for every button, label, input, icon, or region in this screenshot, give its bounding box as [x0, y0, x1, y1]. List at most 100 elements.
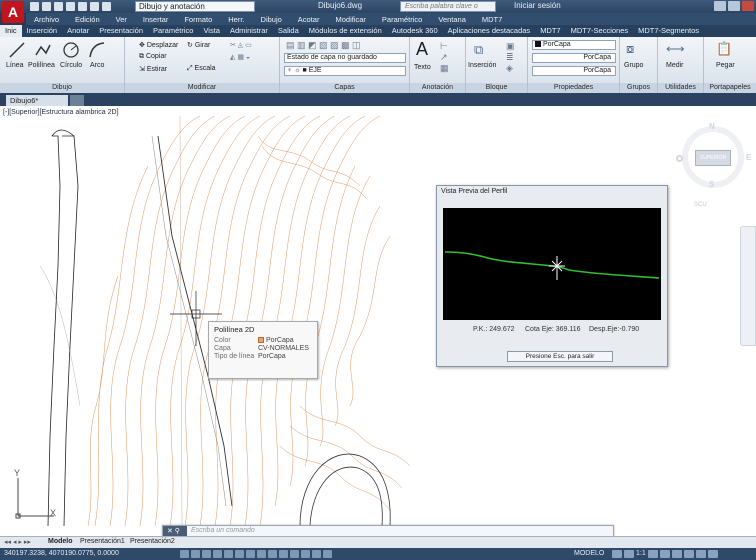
maximize-icon[interactable]	[728, 1, 740, 11]
isolate-icon[interactable]	[695, 550, 706, 558]
otrack-icon[interactable]	[246, 550, 255, 558]
tab-inicio[interactable]: Inic	[0, 25, 22, 37]
rotate-button[interactable]: ↻ Girar	[187, 42, 211, 49]
menu-ver[interactable]: Ver	[115, 14, 127, 24]
circle-button[interactable]: Círculo	[60, 62, 83, 69]
quickprops-icon[interactable]	[301, 550, 310, 558]
profile-preview-window[interactable]: Vista Previa del Perfil P.K.: 249.672 Co…	[436, 185, 668, 367]
insert-button[interactable]: Inserción	[468, 62, 497, 69]
polyline-button[interactable]: Polilínea	[28, 62, 55, 69]
lineweight-icon[interactable]	[279, 550, 288, 558]
measure-icon[interactable]: ⟷	[666, 41, 685, 56]
exit-hint-button[interactable]: Presione Esc. para salir	[507, 351, 613, 362]
line-icon[interactable]	[8, 41, 26, 59]
viewcube-face[interactable]: SUPERIOR	[695, 150, 731, 166]
osnap-icon[interactable]	[224, 550, 233, 558]
lineweight-dropdown[interactable]: PorCapa	[532, 66, 616, 76]
dyn-icon[interactable]	[268, 550, 277, 558]
viewcube-home-icon[interactable]	[676, 155, 683, 162]
close-icon[interactable]	[742, 1, 754, 11]
selection-cycling-icon[interactable]	[312, 550, 321, 558]
polyline-icon[interactable]	[34, 41, 52, 59]
polar-icon[interactable]	[213, 550, 222, 558]
layer-tools-icons[interactable]: ▤ ▥ ◩ ▧ ▨ ▩ ◫	[286, 40, 361, 50]
menu-acotar[interactable]: Acotar	[297, 14, 320, 24]
move-button[interactable]: ✥ Desplazar	[139, 42, 179, 49]
grid-icon[interactable]	[191, 550, 200, 558]
line-button[interactable]: Línea	[6, 62, 24, 69]
group-utilidades-label[interactable]: Utilidades	[658, 83, 703, 93]
hardware-accel-icon[interactable]	[683, 550, 694, 558]
tab-insercion[interactable]: Inserción	[26, 26, 58, 35]
print-icon[interactable]	[78, 2, 87, 11]
quickview-drawings-icon[interactable]	[624, 550, 634, 558]
quickview-layouts-icon[interactable]	[612, 550, 622, 558]
tab-mdt7-segmentos[interactable]: MDT7-Segmentos	[638, 26, 699, 35]
lock-icon[interactable]	[671, 550, 682, 558]
group-portapapeles-label[interactable]: Portapapeles	[704, 83, 756, 93]
tab-salida[interactable]: Salida	[277, 26, 299, 35]
group-propiedades-label[interactable]: Propiedades	[528, 83, 619, 93]
layout-tab-presentacion2[interactable]: Presentación2	[130, 538, 175, 545]
transparency-icon[interactable]	[290, 550, 299, 558]
3dosnap-icon[interactable]	[235, 550, 244, 558]
group-grupos-label[interactable]: Grupos	[620, 83, 657, 93]
trim-icon[interactable]: ✂ ◬ ▭	[230, 42, 252, 49]
insert-block-icon[interactable]: ⧉	[474, 42, 484, 57]
group-anotacion-label[interactable]: Anotación	[410, 83, 465, 93]
help-search-input[interactable]: Escriba palabra clave o frase	[400, 1, 496, 20]
tab-parametrico[interactable]: Paramétrico	[153, 26, 194, 35]
layer-dropdown[interactable]: ♀ ☼ ■ EJE	[284, 66, 406, 76]
linetype-dropdown[interactable]: PorCapa	[532, 53, 616, 63]
layout-nav-arrows-icon[interactable]: ◂◂ ◂ ▸ ▸▸	[4, 539, 31, 546]
menu-mdt7[interactable]: MDT7	[481, 14, 503, 24]
annotation-visibility-icon[interactable]	[647, 550, 658, 558]
menu-dibujo[interactable]: Dibujo	[260, 14, 282, 24]
menu-herr[interactable]: Herr.	[228, 14, 245, 24]
tab-aplicaciones[interactable]: Aplicaciones destacadas	[447, 26, 531, 35]
dimension-icon[interactable]: ⊢ ↗ ▦	[440, 41, 449, 73]
group-icon[interactable]: ⧇	[626, 41, 635, 56]
menu-insertar[interactable]: Insertar	[142, 14, 169, 24]
group-capas-label[interactable]: Capas	[280, 83, 409, 93]
navigation-bar[interactable]	[740, 226, 756, 346]
block-tools-icon[interactable]: ▣ ≣ ◈	[506, 41, 515, 73]
tab-mdt7[interactable]: MDT7	[540, 26, 561, 35]
redo-icon[interactable]	[102, 2, 111, 11]
viewport-label[interactable]: [-][Superior][Estructura alambrica 2D]	[3, 109, 119, 116]
tab-presentacion[interactable]: Presentación	[99, 26, 143, 35]
tab-autodesk360[interactable]: Autodesk 360	[391, 26, 438, 35]
group-dibujo-label[interactable]: Dibujo	[0, 83, 124, 93]
annotation-scale[interactable]: 1:1	[636, 550, 646, 557]
circle-icon[interactable]	[62, 41, 80, 59]
layer-state-dropdown[interactable]: Estado de capa no guardado	[284, 53, 406, 63]
doc-tab-dibujo6[interactable]: Dibujo6*	[6, 95, 68, 106]
text-icon[interactable]: A	[416, 39, 429, 59]
new-icon[interactable]	[30, 2, 39, 11]
new-tab-plus-icon[interactable]	[70, 95, 84, 106]
mirror-icon[interactable]: ◭ ▦ ◒	[230, 54, 251, 61]
undo-icon[interactable]	[90, 2, 99, 11]
viewcube-south[interactable]: S	[709, 180, 715, 189]
model-space-button[interactable]: MODELO	[574, 550, 605, 557]
menu-parametrico[interactable]: Paramétrico	[381, 14, 423, 24]
signin-button[interactable]: Iniciar sesión	[514, 1, 561, 10]
group-modificar-label[interactable]: Modificar	[125, 83, 279, 93]
annotation-monitor-icon[interactable]	[323, 550, 332, 558]
menu-formato[interactable]: Formato	[184, 14, 213, 24]
menu-edicion[interactable]: Edición	[75, 14, 100, 24]
arc-button[interactable]: Arco	[90, 62, 105, 69]
app-logo[interactable]: A	[2, 1, 24, 23]
tab-anotar[interactable]: Anotar	[67, 26, 90, 35]
tab-modulos[interactable]: Módulos de extensión	[308, 26, 382, 35]
viewcube-north[interactable]: N	[709, 122, 715, 131]
stretch-button[interactable]: ⇲ Estirar	[139, 66, 168, 73]
scale-button[interactable]: ⤢ Escala	[187, 65, 216, 72]
ducs-icon[interactable]	[257, 550, 266, 558]
group-button[interactable]: Grupo	[624, 62, 644, 69]
tab-vista[interactable]: Vista	[203, 26, 220, 35]
command-close-icon[interactable]: ✕ ⚲	[163, 526, 187, 536]
text-button[interactable]: Texto	[414, 64, 431, 71]
tab-administrar[interactable]: Administrar	[229, 26, 268, 35]
ortho-icon[interactable]	[202, 550, 211, 558]
